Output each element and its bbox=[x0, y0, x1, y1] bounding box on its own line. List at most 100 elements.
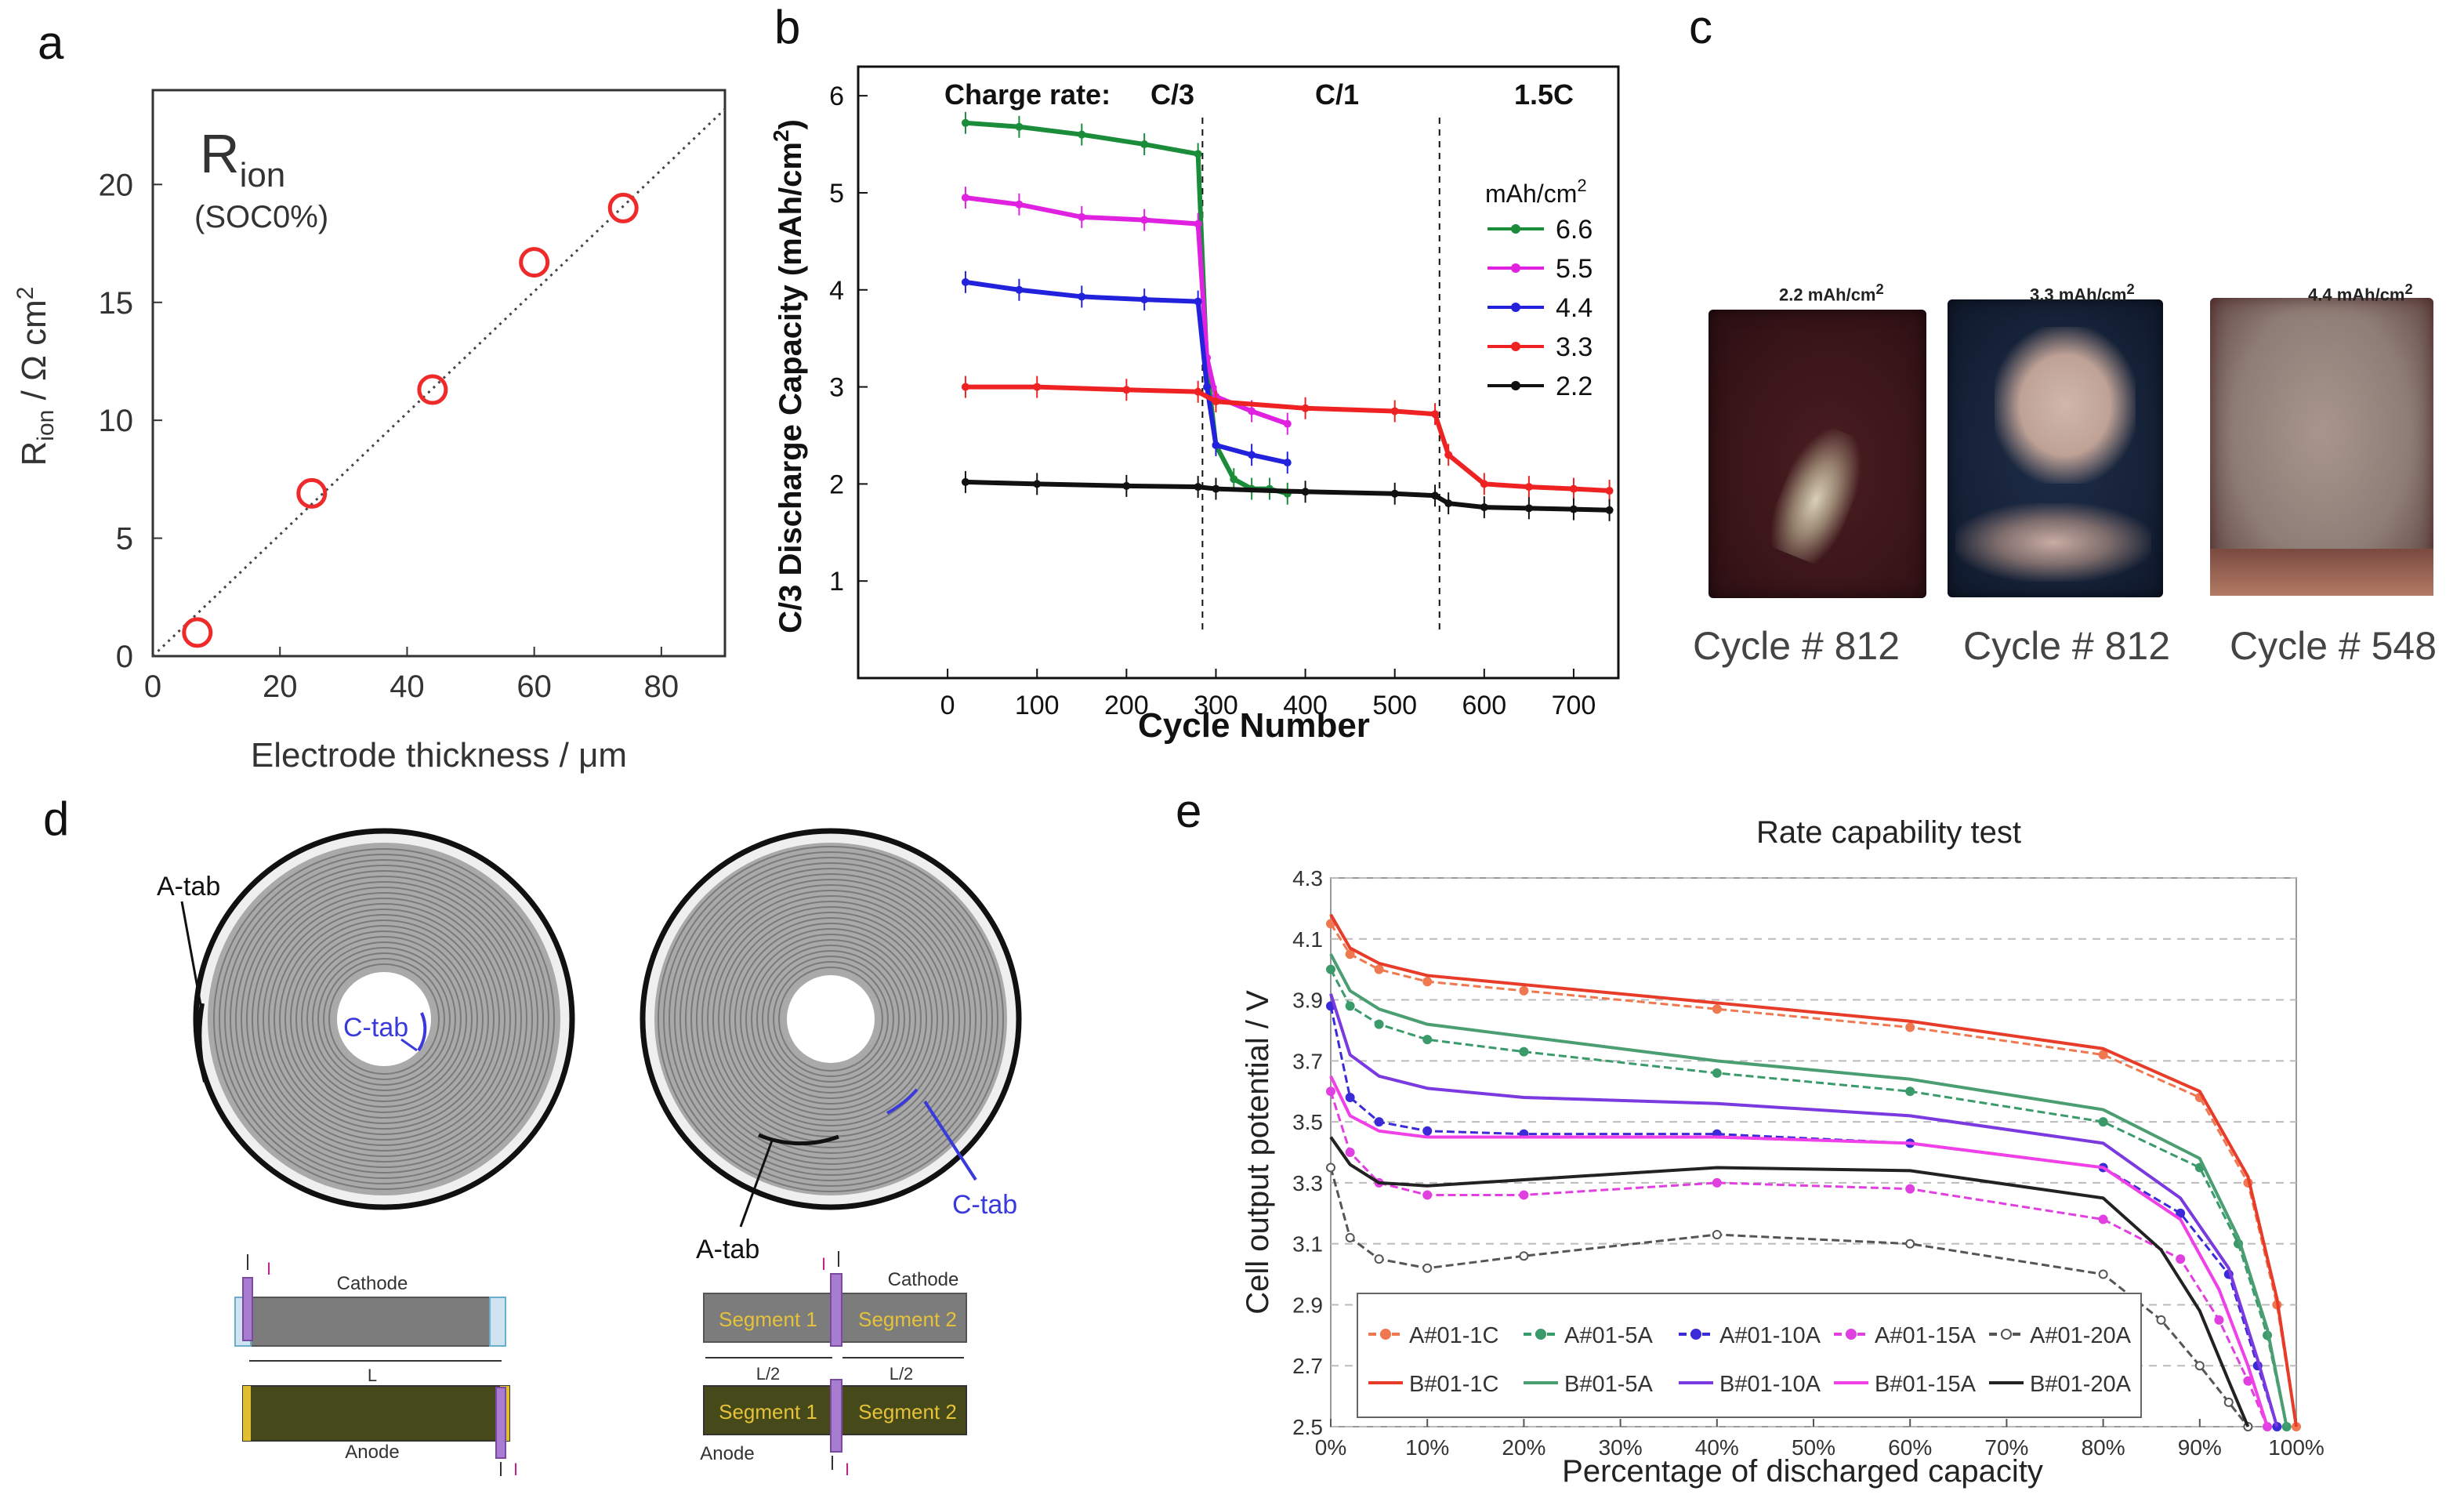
chart-e-point bbox=[1422, 977, 1433, 987]
jelly-roll-winding-ring bbox=[734, 923, 927, 1115]
jelly-roll-winding-ring bbox=[241, 876, 527, 1163]
chart-a-ytick-label: 0 bbox=[116, 640, 133, 674]
chart-b-ytick-label: 1 bbox=[829, 567, 844, 597]
chart-a-xtick-label: 0 bbox=[144, 669, 161, 704]
lithium-deposit-1 bbox=[1760, 419, 1876, 569]
chart-e-xtick-label: 100% bbox=[2268, 1435, 2324, 1460]
current-symbol-3: I bbox=[821, 1254, 826, 1274]
chart-b-point bbox=[1212, 484, 1220, 493]
chart-e-point bbox=[1345, 1001, 1355, 1011]
chart-e-series-A#01-20A bbox=[1329, 1167, 2249, 1427]
chart-b-point bbox=[1569, 484, 1578, 493]
chart-e-legend-marker bbox=[1535, 1329, 1546, 1340]
chart-b-point bbox=[1230, 475, 1238, 484]
chart-e-series-B#01-20A bbox=[1329, 1136, 2250, 1427]
chart-b-point bbox=[1212, 397, 1220, 406]
rate-c3-label: C/3 bbox=[1150, 78, 1194, 111]
chart-b-point bbox=[1140, 216, 1149, 224]
chart-e-point bbox=[2098, 1117, 2108, 1127]
jelly-roll-winding-ring bbox=[773, 961, 889, 1077]
jelly-roll-winding-ring bbox=[230, 865, 538, 1173]
chart-b-legend-marker bbox=[1511, 224, 1520, 234]
chart-e-legend-label: B#01-15A bbox=[1875, 1372, 1977, 1397]
jelly-roll-winding-ring bbox=[213, 848, 555, 1190]
jelly-roll-winding-ring bbox=[685, 873, 977, 1165]
chart-e-xlabel: Percentage of discharged capacity bbox=[1562, 1454, 2043, 1489]
chart-a-xtick-label: 60 bbox=[516, 669, 552, 704]
soc-label: (SOC0%) bbox=[194, 200, 328, 234]
jelly-roll-winding-ring bbox=[235, 870, 533, 1168]
anode-left-strip bbox=[242, 1385, 510, 1442]
chart-b-series-4.4 bbox=[965, 279, 1288, 466]
chart-a-xlabel: Electrode thickness / μm bbox=[251, 736, 627, 774]
chart-a-frame bbox=[151, 89, 727, 658]
chart-b-point bbox=[1444, 451, 1453, 459]
chart-e-xtick-label: 70% bbox=[1984, 1435, 2028, 1460]
cathode-right-label: Cathode bbox=[888, 1269, 959, 1290]
chart-b-xtick-label: 500 bbox=[1372, 691, 1417, 720]
chart-e-point bbox=[1519, 1190, 1529, 1200]
a-tab-right-arrow bbox=[739, 1140, 774, 1228]
chart-e-point bbox=[1712, 1068, 1722, 1078]
c-tab-right-arrow bbox=[923, 1100, 977, 1181]
panel-label-b: b bbox=[774, 1, 801, 53]
chart-e-ytick-label: 4.3 bbox=[1292, 866, 1323, 891]
jelly-roll-winding-ring bbox=[284, 920, 484, 1119]
chart-e-legend-marker bbox=[1846, 1329, 1857, 1340]
chart-b-point bbox=[1194, 219, 1202, 228]
chart-e-legend-label: A#01-10A bbox=[1719, 1323, 1821, 1348]
chart-b-point bbox=[1194, 387, 1202, 396]
anode-segment-2: Segment 2 bbox=[858, 1400, 957, 1424]
chart-e-ytick-label: 4.1 bbox=[1292, 927, 1323, 952]
chart-b-xtick-label: 0 bbox=[940, 691, 955, 720]
cathode-left-tab bbox=[242, 1277, 253, 1341]
chart-a-xtick-label: 20 bbox=[263, 669, 298, 704]
chart-b-point bbox=[1194, 483, 1202, 492]
chart-a-point bbox=[296, 477, 328, 509]
diagram-d: A-tab C-tab A-tab C-tab Cathode I L Anod… bbox=[157, 828, 1022, 1479]
chart-b-xlabel: Cycle Number bbox=[1138, 706, 1370, 745]
c-tab-left-label: C-tab bbox=[343, 1013, 408, 1043]
chart-e-series-A#01-15A bbox=[1329, 1090, 2269, 1427]
chart-e-point bbox=[1374, 1254, 1384, 1264]
photo-2-caption: Cycle # 812 bbox=[1963, 624, 2171, 668]
jelly-roll-winding-ring bbox=[246, 881, 522, 1157]
lithium-deposit-2a bbox=[1995, 327, 2136, 484]
chart-e-ytick-label: 3.9 bbox=[1292, 988, 1323, 1013]
chart-e-point bbox=[2194, 1361, 2205, 1371]
anode-right-tab bbox=[830, 1379, 842, 1453]
chart-e-point bbox=[1345, 1093, 1355, 1102]
chart-e-xtick-label: 50% bbox=[1792, 1435, 1835, 1460]
chart-b-point bbox=[1015, 122, 1024, 131]
chart-b-xtick-label: 300 bbox=[1194, 691, 1238, 720]
chart-e-legend-marker bbox=[1380, 1329, 1391, 1340]
chart-a-xtick-label: 40 bbox=[390, 669, 425, 704]
chart-e-legend-marker bbox=[2001, 1329, 2012, 1340]
rate-c1-label: C/1 bbox=[1315, 78, 1359, 111]
chart-e-legend-label: B#01-20A bbox=[2030, 1372, 2132, 1397]
jelly-roll-winding-ring bbox=[323, 958, 445, 1080]
chart-e-xtick-label: 40% bbox=[1695, 1435, 1739, 1460]
chart-b-point bbox=[1015, 200, 1024, 209]
copper-edge-3 bbox=[2210, 549, 2433, 596]
a-tab-right-label: A-tab bbox=[696, 1235, 759, 1264]
electrode-photo-1 bbox=[1708, 310, 1926, 598]
chart-b-point bbox=[1431, 410, 1440, 419]
jelly-roll-winding-ring bbox=[224, 859, 544, 1179]
jelly-roll-winding-ring bbox=[707, 895, 955, 1143]
chart-b-legend-label: 6.6 bbox=[1556, 215, 1593, 245]
chart-e-legend-label: A#01-20A bbox=[2030, 1323, 2132, 1348]
chart-e-ytick-label: 2.9 bbox=[1292, 1293, 1323, 1317]
chart-e-ytick-label: 3.1 bbox=[1292, 1232, 1323, 1257]
panel-label-e: e bbox=[1176, 785, 1202, 837]
jelly-roll-winding-ring bbox=[669, 857, 993, 1181]
chart-b-point bbox=[1212, 441, 1220, 449]
chart-b-point bbox=[961, 477, 969, 486]
jelly-roll-winding-ring bbox=[663, 851, 998, 1187]
chart-b-point bbox=[1140, 296, 1149, 304]
chart-e-series-B#01-10A bbox=[1329, 993, 2279, 1427]
chart-e-point bbox=[2176, 1254, 2186, 1264]
chart-b-point bbox=[1203, 383, 1212, 391]
chart-b-frame bbox=[857, 65, 1620, 680]
jelly-roll-winding-ring bbox=[756, 945, 905, 1094]
